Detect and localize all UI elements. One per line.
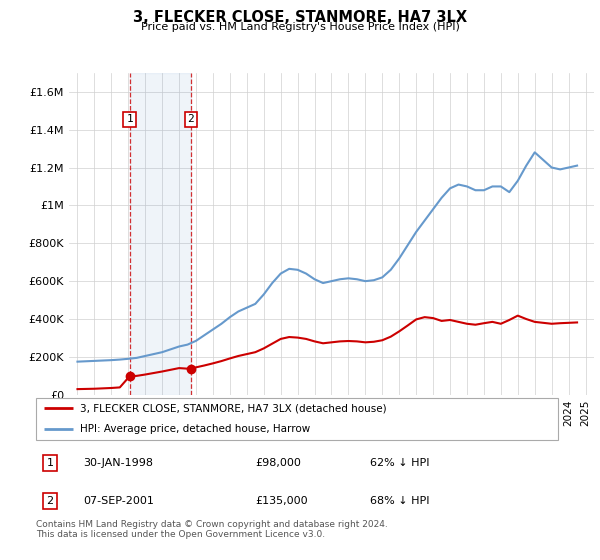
Text: 3, FLECKER CLOSE, STANMORE, HA7 3LX (detached house): 3, FLECKER CLOSE, STANMORE, HA7 3LX (det…	[80, 403, 387, 413]
Text: 1: 1	[126, 114, 133, 124]
Text: 1: 1	[47, 458, 53, 468]
Text: £135,000: £135,000	[255, 496, 308, 506]
Text: 3, FLECKER CLOSE, STANMORE, HA7 3LX: 3, FLECKER CLOSE, STANMORE, HA7 3LX	[133, 10, 467, 25]
Text: 30-JAN-1998: 30-JAN-1998	[83, 458, 153, 468]
Text: Price paid vs. HM Land Registry's House Price Index (HPI): Price paid vs. HM Land Registry's House …	[140, 22, 460, 32]
Text: HPI: Average price, detached house, Harrow: HPI: Average price, detached house, Harr…	[80, 424, 311, 434]
Text: £98,000: £98,000	[255, 458, 301, 468]
Bar	[130, 73, 191, 395]
Text: 2: 2	[47, 496, 53, 506]
Text: 2: 2	[187, 114, 194, 124]
Text: 62% ↓ HPI: 62% ↓ HPI	[370, 458, 430, 468]
Text: Contains HM Land Registry data © Crown copyright and database right 2024.
This d: Contains HM Land Registry data © Crown c…	[36, 520, 388, 539]
Text: 68% ↓ HPI: 68% ↓ HPI	[370, 496, 430, 506]
Text: 07-SEP-2001: 07-SEP-2001	[83, 496, 154, 506]
